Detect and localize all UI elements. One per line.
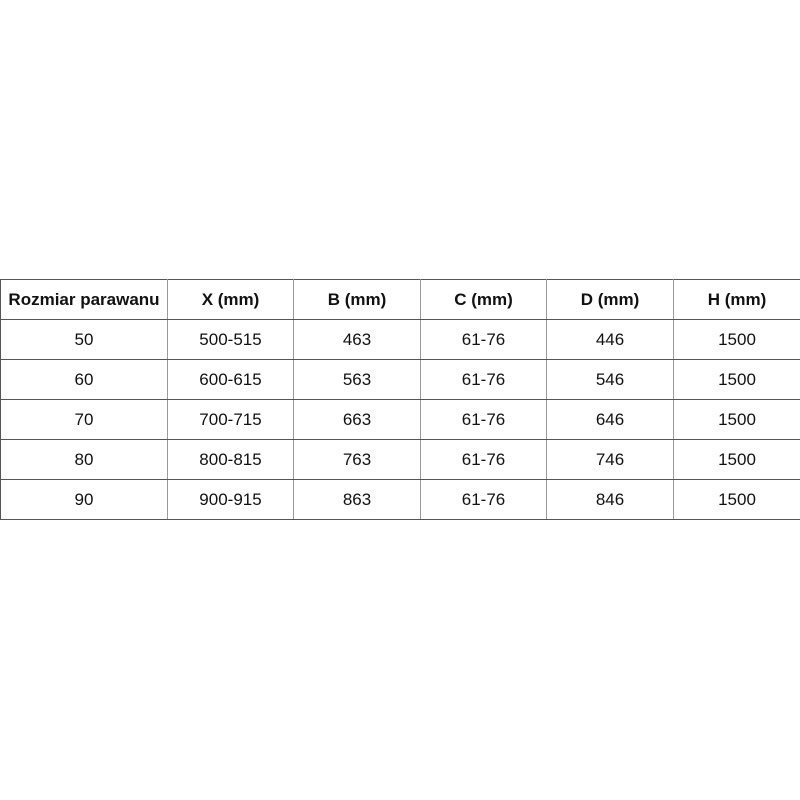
table-cell: 763 [293, 439, 421, 480]
table-row: 70 700-715 663 61-76 646 1500 [0, 399, 800, 440]
column-header: Rozmiar parawanu [0, 279, 168, 320]
table-cell: 800-815 [167, 439, 294, 480]
table-cell: 1500 [673, 399, 800, 440]
table-cell: 50 [0, 319, 168, 360]
table-cell: 80 [0, 439, 168, 480]
table-cell: 863 [293, 479, 421, 520]
table-cell: 61-76 [420, 399, 547, 440]
table-cell: 746 [546, 439, 674, 480]
table-cell: 1500 [673, 479, 800, 520]
table-cell: 846 [546, 479, 674, 520]
table-cell: 646 [546, 399, 674, 440]
table-cell: 61-76 [420, 479, 547, 520]
header-row: Rozmiar parawanu X (mm) B (mm) C (mm) D (mm)… [0, 279, 800, 320]
table-cell: 600-615 [167, 359, 294, 400]
table-row: 50 500-515 463 61-76 446 1500 [0, 319, 800, 360]
table-cell: 663 [293, 399, 421, 440]
table-row: 80 800-815 763 61-76 746 1500 [0, 439, 800, 480]
table-cell: 90 [0, 479, 168, 520]
table-row: 90 900-915 863 61-76 846 1500 [0, 479, 800, 520]
table-cell: 1500 [673, 319, 800, 360]
column-header: X (mm) [167, 279, 294, 320]
dimensions-table: Rozmiar parawanu X (mm) B (mm) C (mm) D (mm)… [0, 279, 800, 520]
table-cell: 446 [546, 319, 674, 360]
table-cell: 61-76 [420, 319, 547, 360]
table-cell: 60 [0, 359, 168, 400]
table-cell: 61-76 [420, 439, 547, 480]
table-cell: 463 [293, 319, 421, 360]
column-header: D (mm) [546, 279, 674, 320]
table-row: 60 600-615 563 61-76 546 1500 [0, 359, 800, 400]
table-cell: 70 [0, 399, 168, 440]
table-cell: 900-915 [167, 479, 294, 520]
table-cell: 61-76 [420, 359, 547, 400]
table-cell: 563 [293, 359, 421, 400]
table-cell: 700-715 [167, 399, 294, 440]
table-cell: 1500 [673, 359, 800, 400]
column-header: C (mm) [420, 279, 547, 320]
table-cell: 546 [546, 359, 674, 400]
column-header: B (mm) [293, 279, 421, 320]
table-cell: 1500 [673, 439, 800, 480]
table-cell: 500-515 [167, 319, 294, 360]
column-header: H (mm) [673, 279, 800, 320]
